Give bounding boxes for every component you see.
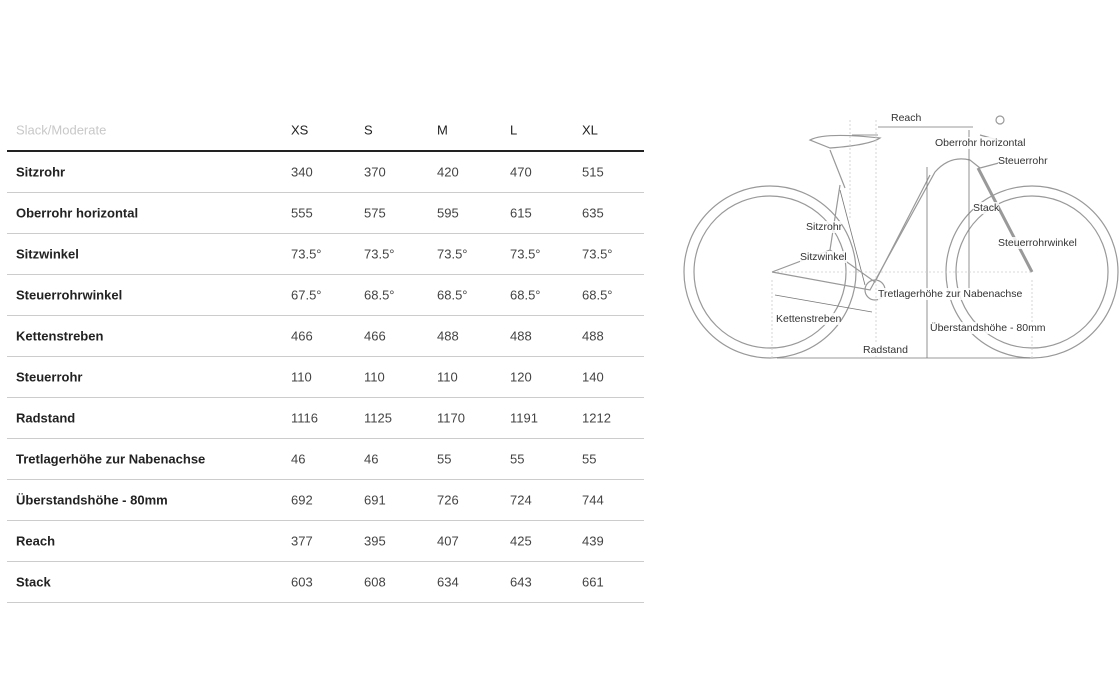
row-value: 425: [510, 533, 532, 549]
row-value: 1116: [291, 410, 318, 426]
row-value: 692: [291, 492, 313, 508]
row-value: 377: [291, 533, 313, 549]
row-value: 340: [291, 164, 313, 180]
label-steuerrohrwinkel: Steuerrohrwinkel: [998, 237, 1077, 249]
row-value: 661: [582, 574, 604, 590]
table-row: Stack 603 608 634 643 661: [7, 562, 644, 603]
row-value: 73.5°: [510, 246, 541, 262]
row-value: 55: [437, 451, 452, 467]
row-value: 488: [437, 328, 459, 344]
row-value: 73.5°: [582, 246, 613, 262]
row-value: 68.5°: [364, 287, 395, 303]
row-value: 110: [291, 369, 312, 385]
table-row: Überstandshöhe - 80mm 692 691 726 724 744: [7, 480, 644, 521]
row-value: 68.5°: [437, 287, 468, 303]
row-value: 515: [582, 164, 604, 180]
row-value: 595: [437, 205, 459, 221]
row-value: 1125: [364, 410, 392, 426]
row-value: 370: [364, 164, 386, 180]
row-value: 55: [510, 451, 525, 467]
bike-illustration: [683, 115, 1119, 359]
row-value: 1212: [582, 410, 611, 426]
size-xs: XS: [291, 122, 309, 138]
row-value: 634: [437, 574, 459, 590]
row-value: 55: [582, 451, 597, 467]
row-value: 470: [510, 164, 532, 180]
table-row: Steuerrohrwinkel 67.5° 68.5° 68.5° 68.5° 68.5…: [7, 275, 644, 316]
label-ueberstand: Überstandshöhe - 80mm: [930, 322, 1046, 334]
row-value: 73.5°: [364, 246, 395, 262]
row-value: 603: [291, 574, 313, 590]
row-value: 608: [364, 574, 386, 590]
row-value: 110: [364, 369, 385, 385]
row-value: 575: [364, 205, 386, 221]
row-value: 120: [510, 369, 532, 385]
row-value: 46: [291, 451, 306, 467]
size-l: L: [510, 122, 518, 138]
row-value: 466: [291, 328, 313, 344]
row-value: 68.5°: [582, 287, 613, 303]
row-value: 615: [510, 205, 532, 221]
table-title: Slack/Moderate: [16, 122, 107, 138]
row-value: 466: [364, 328, 386, 344]
row-label: Radstand: [16, 410, 76, 426]
geometry-table: Slack/Moderate XS S M L XL Sitzrohr 340 37…: [7, 110, 644, 603]
row-value: 140: [582, 369, 604, 385]
row-label: Sitzrohr: [16, 164, 66, 180]
table-row: Tretlagerhöhe zur Nabenachse 46 46 55 55 55: [7, 439, 644, 480]
row-value: 1170: [437, 410, 465, 426]
table-row: Radstand 1116 1125 1170 1191 1212: [7, 398, 644, 439]
row-label: Steuerrohrwinkel: [16, 287, 123, 303]
size-s: S: [364, 122, 373, 138]
row-value: 744: [582, 492, 604, 508]
row-label: Oberrohr horizontal: [16, 205, 139, 221]
label-steuerrohr: Steuerrohr: [998, 155, 1048, 167]
row-label: Reach: [16, 533, 56, 549]
row-value: 68.5°: [510, 287, 541, 303]
label-radstand: Radstand: [863, 344, 908, 356]
size-m: M: [437, 122, 448, 138]
row-value: 635: [582, 205, 604, 221]
row-label: Sitzwinkel: [16, 246, 79, 262]
row-label: Stack: [16, 574, 51, 590]
row-value: 73.5°: [291, 246, 322, 262]
label-oberrohr: Oberrohr horizontal: [935, 137, 1026, 149]
row-label: Überstandshöhe - 80mm: [16, 492, 168, 508]
row-value: 488: [582, 328, 604, 344]
table-row: Reach 377 395 407 425 439: [7, 521, 644, 562]
label-reach: Reach: [891, 112, 922, 124]
size-xl: XL: [582, 122, 598, 138]
row-value: 67.5°: [291, 287, 322, 303]
row-value: 691: [364, 492, 386, 508]
row-value: 1191: [510, 410, 538, 426]
label-sitzrohr: Sitzrohr: [806, 221, 843, 233]
table-row: Oberrohr horizontal 555 575 595 615 635: [7, 193, 644, 234]
row-value: 407: [437, 533, 459, 549]
row-value: 420: [437, 164, 459, 180]
row-value: 726: [437, 492, 459, 508]
label-stack: Stack: [973, 202, 1000, 214]
label-sitzwinkel: Sitzwinkel: [800, 251, 847, 263]
row-value: 46: [364, 451, 379, 467]
row-value: 555: [291, 205, 313, 221]
table-row: Steuerrohr 110 110 110 120 140: [7, 357, 644, 398]
table-row: Kettenstreben 466 466 488 488 488: [7, 316, 644, 357]
row-value: 395: [364, 533, 386, 549]
row-value: 643: [510, 574, 532, 590]
label-kettenstreben: Kettenstreben: [776, 313, 842, 325]
table-row: Sitzrohr 340 370 420 470 515: [7, 152, 644, 193]
row-label: Kettenstreben: [16, 328, 104, 344]
row-value: 110: [437, 369, 458, 385]
row-value: 724: [510, 492, 532, 508]
bike-geometry-diagram: Reach Oberrohr horizontal Steuerrohr Sta…: [680, 100, 1119, 370]
row-value: 439: [582, 533, 604, 549]
row-label: Tretlagerhöhe zur Nabenachse: [16, 451, 206, 467]
table-row: Sitzwinkel 73.5° 73.5° 73.5° 73.5° 73.5°: [7, 234, 644, 275]
table-header: Slack/Moderate XS S M L XL: [7, 110, 644, 152]
row-label: Steuerrohr: [16, 369, 83, 385]
label-tretlager: Tretlagerhöhe zur Nabenachse: [878, 288, 1023, 300]
row-value: 73.5°: [437, 246, 468, 262]
row-value: 488: [510, 328, 532, 344]
